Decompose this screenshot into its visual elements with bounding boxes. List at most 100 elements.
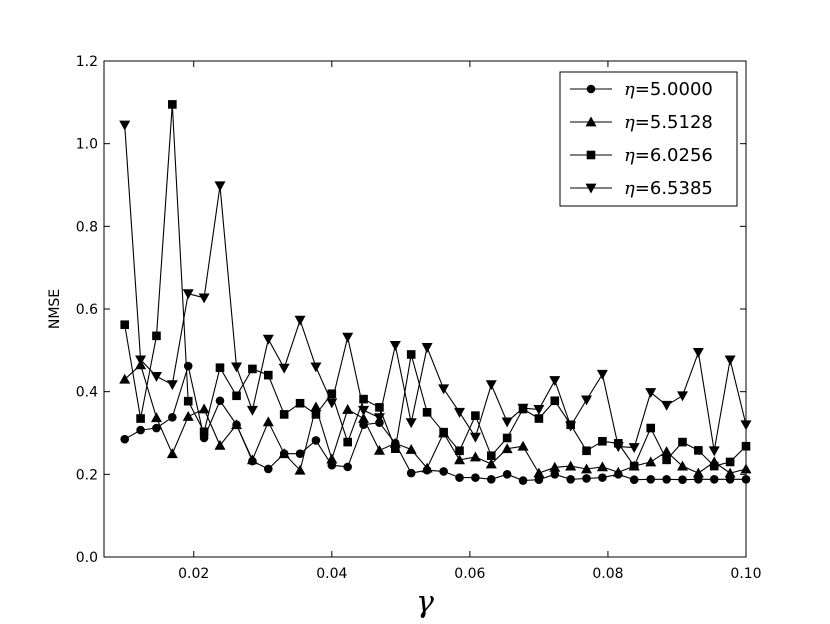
data-point bbox=[183, 361, 193, 371]
data-point bbox=[709, 461, 719, 471]
data-point bbox=[422, 408, 432, 417]
data-point bbox=[662, 455, 671, 465]
legend-value: =6.5385 bbox=[635, 178, 713, 199]
data-point bbox=[439, 427, 448, 437]
data-point bbox=[232, 391, 241, 401]
legend-label: η=5.5128 bbox=[624, 112, 713, 133]
y-tick-label: 1.2 bbox=[76, 54, 98, 70]
series-1 bbox=[120, 361, 751, 485]
data-point bbox=[501, 443, 513, 454]
data-point bbox=[724, 467, 736, 478]
x-tick-label: 0.10 bbox=[730, 566, 761, 582]
data-point bbox=[421, 343, 433, 353]
x-tick-label: 0.06 bbox=[454, 566, 485, 582]
x-tick-label: 0.04 bbox=[316, 566, 347, 582]
data-point bbox=[119, 373, 131, 384]
data-point bbox=[327, 389, 337, 399]
data-point bbox=[469, 432, 481, 443]
data-point bbox=[343, 437, 352, 447]
data-point bbox=[119, 120, 131, 131]
y-tick-label: 0.2 bbox=[76, 467, 98, 483]
data-point bbox=[278, 363, 290, 374]
data-point bbox=[534, 475, 544, 485]
data-point bbox=[406, 350, 416, 359]
data-point bbox=[263, 464, 273, 474]
data-point bbox=[708, 446, 720, 457]
data-point bbox=[709, 474, 719, 484]
legend-eta-symbol: η bbox=[624, 79, 635, 100]
data-point bbox=[231, 362, 243, 373]
series-4 bbox=[119, 120, 752, 457]
legend-marker bbox=[586, 150, 596, 160]
data-point bbox=[311, 410, 321, 419]
data-point bbox=[438, 384, 450, 395]
data-point bbox=[455, 446, 464, 456]
data-point bbox=[182, 289, 194, 300]
legend-label: η=5.0000 bbox=[624, 79, 713, 100]
data-point bbox=[342, 403, 354, 414]
data-point bbox=[294, 464, 306, 475]
data-point bbox=[358, 413, 370, 423]
data-point bbox=[262, 334, 274, 345]
data-point bbox=[168, 100, 177, 109]
data-point bbox=[198, 293, 210, 304]
data-point bbox=[152, 423, 161, 433]
data-point bbox=[295, 449, 305, 458]
legend-entry: η=6.5385 bbox=[570, 178, 713, 199]
legend-value: =5.5128 bbox=[635, 112, 713, 133]
data-point bbox=[534, 414, 544, 423]
data-point bbox=[373, 413, 385, 424]
data-point bbox=[661, 400, 673, 411]
data-point bbox=[343, 462, 352, 472]
data-point bbox=[549, 376, 561, 387]
data-point bbox=[168, 412, 177, 422]
data-point bbox=[152, 331, 161, 341]
data-point bbox=[454, 454, 466, 465]
data-point bbox=[120, 434, 130, 444]
data-point bbox=[246, 454, 258, 465]
data-point bbox=[214, 181, 226, 192]
data-point bbox=[629, 475, 639, 485]
data-point bbox=[725, 457, 735, 467]
data-point bbox=[279, 410, 289, 419]
series-line bbox=[124, 125, 747, 451]
data-point bbox=[486, 474, 496, 484]
legend-eta-symbol: η bbox=[624, 145, 635, 166]
data-point bbox=[294, 315, 306, 326]
data-point bbox=[501, 417, 513, 428]
data-point bbox=[612, 466, 624, 477]
x-tick-label: 0.02 bbox=[178, 566, 209, 582]
data-point bbox=[581, 395, 593, 406]
data-point bbox=[246, 405, 258, 416]
data-point bbox=[359, 394, 368, 404]
data-point bbox=[342, 332, 354, 343]
data-point bbox=[517, 440, 529, 451]
data-point bbox=[596, 369, 608, 380]
legend-eta-symbol: η bbox=[624, 178, 635, 199]
data-point bbox=[439, 467, 448, 476]
series-line bbox=[124, 104, 747, 468]
data-point bbox=[166, 448, 178, 459]
data-point bbox=[136, 414, 145, 423]
x-axis-label: γ bbox=[416, 585, 434, 620]
data-point bbox=[150, 371, 162, 382]
y-tick-label: 1.0 bbox=[76, 137, 98, 153]
y-tick-label: 0.0 bbox=[76, 550, 98, 566]
data-point bbox=[278, 448, 290, 459]
data-point bbox=[646, 474, 656, 484]
legend-marker bbox=[586, 84, 596, 94]
data-point bbox=[391, 444, 400, 454]
data-point bbox=[485, 380, 497, 391]
data-point bbox=[533, 467, 545, 478]
data-point bbox=[326, 398, 338, 409]
data-point bbox=[550, 396, 560, 406]
data-point bbox=[406, 468, 416, 478]
data-point bbox=[135, 355, 147, 366]
data-point bbox=[596, 461, 608, 472]
data-point bbox=[676, 391, 688, 402]
data-point bbox=[566, 474, 575, 484]
data-point bbox=[485, 458, 497, 469]
data-point bbox=[182, 410, 194, 421]
